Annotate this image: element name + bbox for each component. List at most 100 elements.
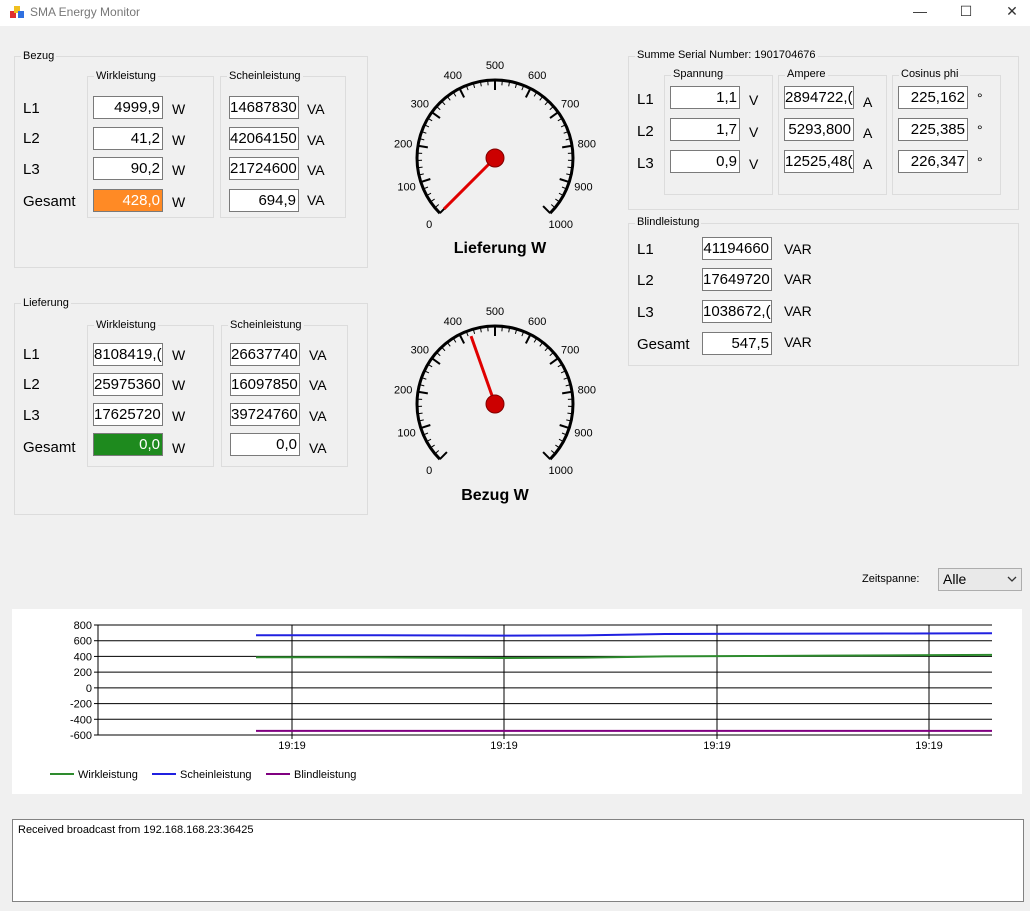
summe-l1-ampere-field[interactable]: 2894722,( xyxy=(784,86,854,109)
series-line-wirkleistung xyxy=(256,653,993,660)
gauge-tick xyxy=(419,138,425,141)
gauge-tick xyxy=(479,81,482,87)
bezug-l3-wirk-field[interactable]: 90,2 xyxy=(93,157,163,180)
lieferung-gesamt-label: Gesamt xyxy=(23,439,76,456)
summe-l1-label: L1 xyxy=(637,91,654,108)
lieferung-gesamt-wirk-unit: W xyxy=(172,440,186,456)
bezug-l3-schein-field[interactable]: 21724600 xyxy=(229,157,299,180)
gauge-tick xyxy=(558,438,564,443)
gauge-tick xyxy=(452,337,457,343)
gauge-tick xyxy=(420,424,431,430)
gauge-tick xyxy=(567,166,573,169)
chart-xtick-label: 19:19 xyxy=(490,740,518,752)
bezug-l2-schein-field[interactable]: 42064150 xyxy=(229,127,299,150)
bezug-gesamt-schein-unit: VA xyxy=(307,192,325,208)
gauge-tick xyxy=(441,346,446,352)
bezug-gesamt-schein-field[interactable]: 694,9 xyxy=(229,189,299,212)
zeitspanne-select[interactable]: Alle xyxy=(938,568,1022,591)
gauge-tick xyxy=(562,144,573,149)
bezug-l1-wirk-unit: W xyxy=(172,101,186,117)
gauge-tick xyxy=(521,85,525,91)
chart-ytick-label: -600 xyxy=(70,730,92,742)
gauge-tick xyxy=(561,432,567,436)
lieferung-l1-schein-field[interactable]: 26637740 xyxy=(230,343,300,366)
gauge-tick xyxy=(549,106,554,111)
gauge-tick xyxy=(419,384,425,387)
blind-l3-field[interactable]: 1038672,( xyxy=(702,300,772,323)
chart-panel: 800 600 400 200 0 -200 -400 -600 19:19 19:19 19:19… xyxy=(12,609,1022,794)
chart-ytick-label: 600 xyxy=(74,636,92,648)
gauge-tick xyxy=(465,331,469,337)
log-text: Received broadcast from 192.168.168.23:3… xyxy=(18,824,254,836)
gauge-tick-label: 100 xyxy=(397,182,415,194)
bezug-l2-label: L2 xyxy=(23,130,40,147)
lieferung-l3-wirk-field[interactable]: 17625720 xyxy=(93,403,163,426)
minimize-button[interactable]: — xyxy=(913,3,927,19)
gauge-tick xyxy=(514,82,518,89)
bezug-gesamt-wirk-field[interactable]: 428,0 xyxy=(93,189,163,212)
summe-l2-spannung-field[interactable]: 1,7 xyxy=(670,118,740,141)
lieferung-l2-label: L2 xyxy=(23,376,40,393)
summe-l1-spannung-field[interactable]: 1,1 xyxy=(670,86,740,109)
blindleistung-group xyxy=(628,223,1019,366)
lieferung-l1-wirk-field[interactable]: 8108419,( xyxy=(93,343,163,366)
gauge-hub xyxy=(485,394,505,414)
gauge-tick xyxy=(458,88,466,98)
gauge-tick xyxy=(559,424,570,430)
lieferung-l3-label: L3 xyxy=(23,407,40,424)
bezug-group xyxy=(14,56,368,268)
summe-l2-ampere-unit: A xyxy=(863,125,873,141)
bezug-l3-schein-unit: VA xyxy=(307,162,325,178)
gauge-needle xyxy=(443,156,497,210)
lieferung-l2-wirk-field[interactable]: 25975360 xyxy=(93,373,163,396)
close-button[interactable]: ✕ xyxy=(1006,3,1018,19)
gauge-tick xyxy=(421,377,427,380)
title-bar: SMA Energy Monitor — ☐ ✕ xyxy=(0,0,1030,26)
summe-l3-spannung-field[interactable]: 0,9 xyxy=(670,150,740,173)
gauge-tick xyxy=(479,327,482,333)
gauge-tick xyxy=(544,100,549,106)
log-textbox[interactable]: Received broadcast from 192.168.168.23:3… xyxy=(12,819,1024,902)
bezug-l1-schein-unit: VA xyxy=(307,101,325,117)
gauge-tick-label: 1000 xyxy=(549,219,573,231)
gauge-tick xyxy=(434,450,440,455)
gauge-tick xyxy=(563,377,569,380)
gauge-arc xyxy=(415,324,575,461)
blind-l3-unit: VAR xyxy=(784,303,812,319)
gauge-tick-label: 100 xyxy=(397,428,415,440)
summe-l2-cos-field[interactable]: 225,385 xyxy=(898,118,968,141)
gauge-tick xyxy=(431,111,441,119)
summe-l1-cos-field[interactable]: 225,162 xyxy=(898,86,968,109)
maximize-button[interactable]: ☐ xyxy=(959,3,973,19)
summe-l2-ampere-field[interactable]: 5293,800 xyxy=(784,118,854,141)
gauge-tick xyxy=(521,331,525,337)
lieferung-gesamt-schein-field[interactable]: 0,0 xyxy=(230,433,300,456)
gauge-tick xyxy=(424,370,430,374)
gauge-arc xyxy=(415,78,575,215)
blind-l2-field[interactable]: 17649720 xyxy=(702,268,772,291)
summe-l3-spannung-unit: V xyxy=(749,156,759,172)
blind-l2-unit: VAR xyxy=(784,271,812,287)
bezug-l2-wirk-field[interactable]: 41,2 xyxy=(93,127,163,150)
summe-l3-ampere-field[interactable]: 12525,48( xyxy=(784,150,854,173)
summe-l3-cos-field[interactable]: 226,347 xyxy=(898,150,968,173)
app-icon xyxy=(10,6,24,18)
gauge-hub xyxy=(485,148,505,168)
gauge-tick xyxy=(434,204,440,209)
blind-l1-field[interactable]: 41194660 xyxy=(702,237,772,260)
gauge-tick xyxy=(555,444,560,449)
blind-l2-label: L2 xyxy=(637,272,654,289)
zeitspanne-label: Zeitspanne: xyxy=(862,573,920,585)
lieferung-l2-schein-field[interactable]: 16097850 xyxy=(230,373,300,396)
gauge-tick-label: 0 xyxy=(426,219,432,231)
gauge-tick-label: 500 xyxy=(486,306,504,318)
gauge-tick xyxy=(417,412,423,415)
blind-gesamt-field[interactable]: 547,5 xyxy=(702,332,772,355)
bezug-l1-schein-field[interactable]: 14687830 xyxy=(229,96,299,119)
gauge-tick xyxy=(417,144,428,149)
lieferung-gesamt-wirk-field[interactable]: 0,0 xyxy=(93,433,163,456)
bezug-l1-wirk-field[interactable]: 4999,9 xyxy=(93,96,163,119)
gauge-tick xyxy=(542,205,551,214)
lieferung-l3-schein-field[interactable]: 39724760 xyxy=(230,403,300,426)
gauge-tick-label: 500 xyxy=(486,60,504,72)
